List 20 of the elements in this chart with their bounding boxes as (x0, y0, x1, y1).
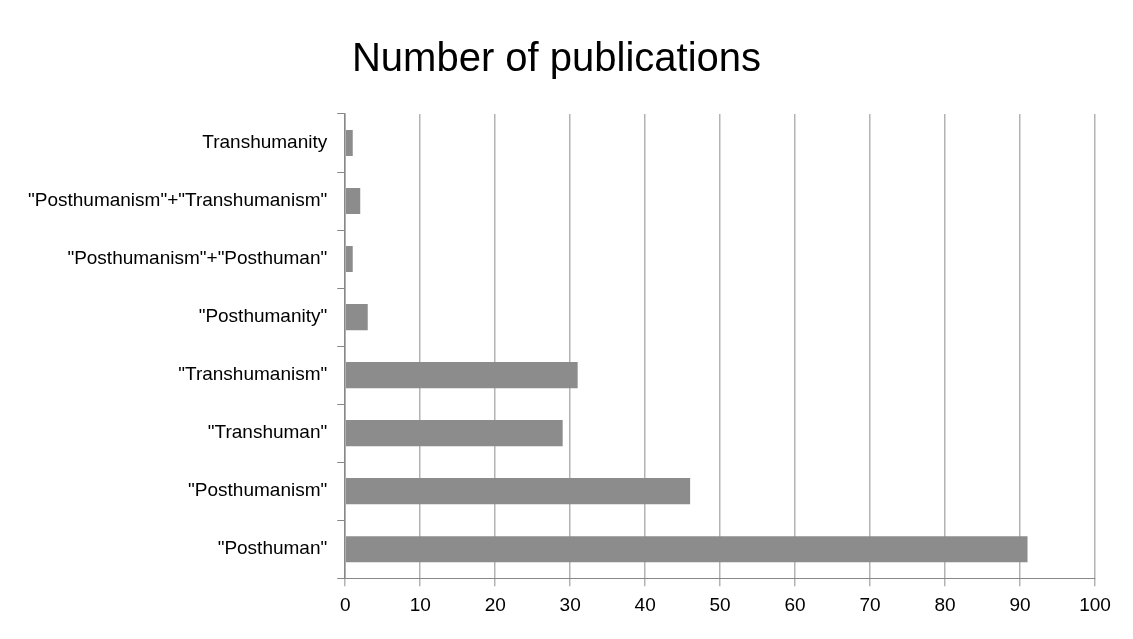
x-tick-label: 10 (409, 593, 431, 615)
y-tick-label: "Posthuman" (217, 537, 328, 559)
x-tick-label: 70 (859, 593, 881, 615)
y-tick-label: "Posthumanism"+"Transhumanism" (27, 189, 328, 211)
x-tick-label: 90 (1009, 593, 1031, 615)
x-tick-label: 20 (484, 593, 506, 615)
y-tick-label: "Transhumanism" (178, 363, 328, 385)
y-tick-label: Transhumanity (202, 131, 328, 153)
x-tick-label: 40 (634, 593, 656, 615)
x-tick-label: 50 (709, 593, 731, 615)
y-tick-label: "Posthumanism"+"Posthuman" (67, 247, 328, 269)
y-tick-label: "Posthumanity" (198, 305, 328, 327)
y-tick-label: "Posthumanism" (188, 479, 328, 501)
x-tick-label: 0 (339, 593, 351, 615)
chart-title: Number of publications (351, 35, 762, 80)
x-tick-label: 60 (784, 593, 806, 615)
y-tick-label: "Transhuman" (207, 421, 328, 443)
x-tick-label: 30 (559, 593, 581, 615)
x-tick-label: 100 (1079, 593, 1111, 615)
x-tick-label: 80 (934, 593, 956, 615)
